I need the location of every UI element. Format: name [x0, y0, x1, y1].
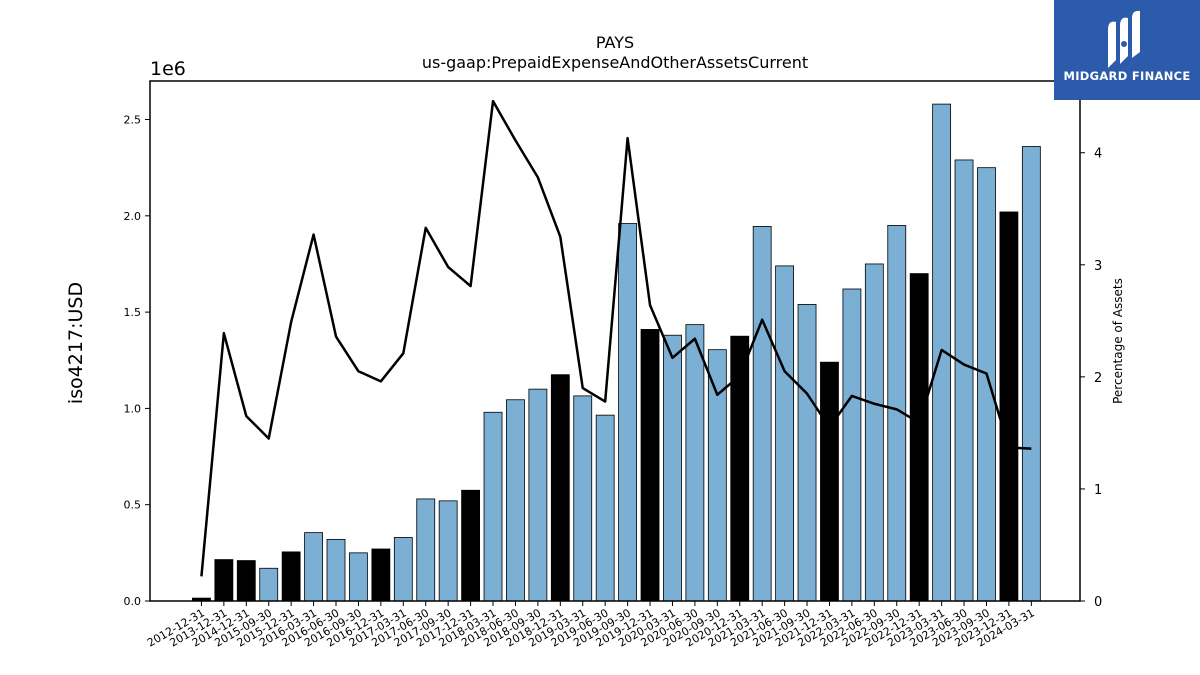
bar-quarterly	[304, 532, 323, 602]
bar-annual	[236, 560, 256, 602]
bar-quarterly	[1021, 146, 1041, 602]
bar-quarterly	[954, 159, 974, 602]
y2-tick-label: 4	[1094, 147, 1102, 162]
bar-annual	[461, 489, 480, 602]
y2-tick-label: 0	[1094, 595, 1102, 610]
percentage-line	[200, 99, 1032, 577]
bar-annual	[640, 329, 660, 602]
logo-text: MIDGARD FINANCE	[1063, 69, 1191, 83]
bar-quarterly	[483, 411, 503, 602]
y2-axis-label: Percentage of Assets	[1111, 278, 1125, 404]
y-tick-label: 0.0	[124, 595, 142, 608]
y-axis-label: iso4217:USD	[65, 282, 87, 404]
line-series	[200, 99, 1032, 577]
chart-title: PAYS	[596, 33, 634, 52]
plot-frame	[149, 80, 1081, 602]
bar-quarterly	[595, 414, 615, 602]
bar-quarterly	[797, 304, 817, 602]
bar-quarterly	[349, 552, 368, 602]
bar-quarterly	[842, 288, 862, 602]
bar-quarterly	[393, 537, 413, 602]
chart-subtitle: us-gaap:PrepaidExpenseAndOtherAssetsCurr…	[422, 53, 808, 72]
bar-quarterly	[416, 498, 436, 602]
bar-quarterly	[438, 500, 458, 602]
y-ticks: 0.0 0.5 1.0 1.5 2.0 2.5	[124, 114, 150, 608]
midgard-logo-icon	[1108, 10, 1140, 68]
y-tick-label: 0.5	[124, 499, 142, 512]
bar-annual	[281, 551, 301, 602]
bar-quarterly	[864, 263, 884, 602]
bar-quarterly	[752, 226, 772, 602]
bar-annual	[820, 361, 839, 602]
y2-tick-label: 1	[1094, 483, 1102, 498]
bar-annual	[550, 374, 570, 602]
bar-quarterly	[707, 349, 727, 602]
bar-annual	[909, 273, 929, 602]
x-ticks: 2012-12-312013-12-312014-12-312015-09-30…	[145, 601, 1037, 650]
bar-annual	[999, 211, 1019, 602]
bar-quarterly	[977, 167, 996, 602]
bar-annual	[371, 548, 391, 602]
bar-quarterly	[685, 324, 705, 602]
midgard-logo: MIDGARD FINANCE	[1054, 0, 1200, 100]
bar-quarterly	[775, 265, 795, 602]
bar-quarterly	[506, 399, 525, 602]
bar-quarterly	[618, 223, 637, 602]
bar-quarterly	[528, 388, 548, 602]
y2-tick-label: 3	[1094, 259, 1102, 274]
bar-quarterly	[663, 334, 682, 602]
y2-ticks: 0 1 2 3 4	[1080, 147, 1102, 610]
y2-tick-label: 2	[1094, 371, 1102, 386]
bar-quarterly	[259, 567, 279, 602]
y-tick-label: 1.5	[124, 306, 142, 319]
bars	[192, 103, 1041, 602]
y-tick-label: 1.0	[124, 402, 142, 415]
bar-annual	[214, 559, 234, 602]
y-tick-label: 2.5	[124, 114, 142, 127]
y-tick-label: 2.0	[124, 210, 142, 223]
bar-quarterly	[326, 538, 346, 602]
bar-quarterly	[573, 395, 593, 602]
y-offset-label: 1e6	[150, 58, 186, 80]
